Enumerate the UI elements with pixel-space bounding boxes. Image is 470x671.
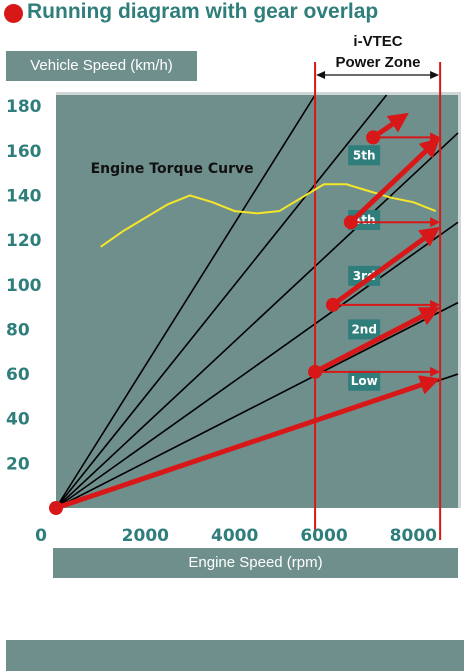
shift-arrowhead-5 <box>386 112 409 133</box>
shift-arrow-2 <box>313 314 424 375</box>
gear-label-2nd: 2nd <box>351 322 376 336</box>
gear-label-box-2nd <box>348 319 381 340</box>
y-tick-label-140: 140 <box>6 186 42 206</box>
plot-area <box>56 95 458 508</box>
y-tick-label-80: 80 <box>6 320 30 340</box>
shift-point-4 <box>343 215 358 230</box>
shift-arrowhead-3 <box>418 226 441 247</box>
shift-arrowhead-4 <box>418 137 441 159</box>
x-axis-label: Engine Speed (rpm) <box>53 548 458 578</box>
y-tick-label-60: 60 <box>6 365 30 385</box>
shift-point-2 <box>308 364 323 379</box>
vtec-zone-label-line1: i-VTEC <box>353 33 403 50</box>
y-axis-label: Vehicle Speed (km/h) <box>6 51 197 81</box>
shift-arrow-4 <box>349 149 428 225</box>
footer-bar <box>6 640 464 671</box>
x-tick-label-6000: 6000 <box>300 526 347 546</box>
vtec-zone-label-line2: Power Zone <box>335 54 421 71</box>
gear-line-2nd <box>55 301 459 509</box>
gear-label-low: Low <box>351 374 378 388</box>
vtec-zone-arrow-right <box>430 71 440 79</box>
y-tick-label-40: 40 <box>6 410 30 430</box>
shift-point-5 <box>366 130 381 145</box>
y-tick-label-100: 100 <box>6 276 42 296</box>
y-tick-label-20: 20 <box>6 454 30 474</box>
gear-label-box-5th <box>348 145 381 166</box>
chart-title: Running diagram with gear overlap <box>27 0 379 23</box>
gear-label-5th: 5th <box>353 148 376 162</box>
x-tick-label-2000: 2000 <box>122 526 169 546</box>
gear-label-box-3rd <box>348 265 381 286</box>
gear-line-4th <box>55 132 459 509</box>
shift-arrow-1 <box>55 382 422 511</box>
shift-point-1 <box>49 501 63 515</box>
shift-point-3 <box>325 297 340 312</box>
y-tick-label-120: 120 <box>6 231 42 251</box>
rev-limit-arrowhead-1 <box>430 366 441 377</box>
x-tick-label-8000: 8000 <box>390 526 437 546</box>
shift-arrow-3 <box>331 236 426 307</box>
y-tick-label-180: 180 <box>6 97 42 117</box>
shift-arrowhead-2 <box>417 307 441 326</box>
gear-line-3rd <box>55 221 459 509</box>
x-tick-label-4000: 4000 <box>211 526 258 546</box>
gear-line-5 <box>55 94 388 509</box>
title-bullet-icon <box>4 4 23 23</box>
rev-limit-arrowhead-3 <box>430 217 441 228</box>
gear-label-box-low <box>348 370 381 391</box>
torque-curve-label: Engine Torque Curve <box>91 161 254 177</box>
x-tick-label-0: 0 <box>35 526 47 546</box>
vtec-zone-arrow-left <box>316 71 326 79</box>
y-tick-label-160: 160 <box>6 142 42 162</box>
gear-line-6 <box>55 94 316 509</box>
shift-arrowhead-1 <box>417 375 441 395</box>
